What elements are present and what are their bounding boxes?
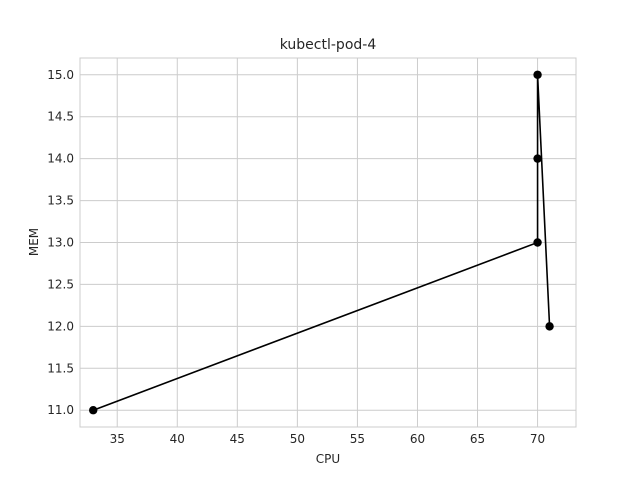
y-tick-labels: 11.0 11.5 12.0 12.5 13.0 13.5 14.0 14.5 15.0	[47, 68, 74, 417]
chart-title: kubectl-pod-4	[280, 37, 377, 53]
x-tick-label: 40	[170, 432, 185, 446]
y-tick-label: 12.5	[47, 277, 74, 291]
x-tick-label: 55	[350, 432, 365, 446]
y-tick-label: 11.0	[47, 403, 74, 417]
data-point	[533, 154, 542, 163]
series-layer	[89, 70, 554, 415]
y-tick-label: 15.0	[47, 68, 74, 82]
x-tick-label: 60	[410, 432, 425, 446]
x-tick-label: 70	[530, 432, 545, 446]
x-tick-label: 35	[110, 432, 125, 446]
y-tick-label: 13.5	[47, 194, 74, 208]
y-axis-label: MEM	[27, 228, 41, 256]
y-tick-label: 14.0	[47, 152, 74, 166]
y-tick-label: 13.0	[47, 236, 74, 250]
y-tick-label: 14.5	[47, 110, 74, 124]
grid	[80, 58, 576, 427]
x-axis-label: CPU	[316, 452, 340, 466]
data-point	[545, 322, 554, 331]
y-tick-label: 11.5	[47, 361, 74, 375]
plot-area-frame	[79, 57, 577, 428]
x-tick-label: 50	[290, 432, 305, 446]
x-tick-labels: 35 40 45 50 55 60 65 70	[110, 432, 546, 446]
data-point	[533, 238, 542, 247]
x-tick-label: 65	[470, 432, 485, 446]
y-tick-label: 12.0	[47, 319, 74, 333]
data-point	[89, 406, 98, 415]
data-point	[533, 70, 542, 79]
x-tick-label: 45	[230, 432, 245, 446]
